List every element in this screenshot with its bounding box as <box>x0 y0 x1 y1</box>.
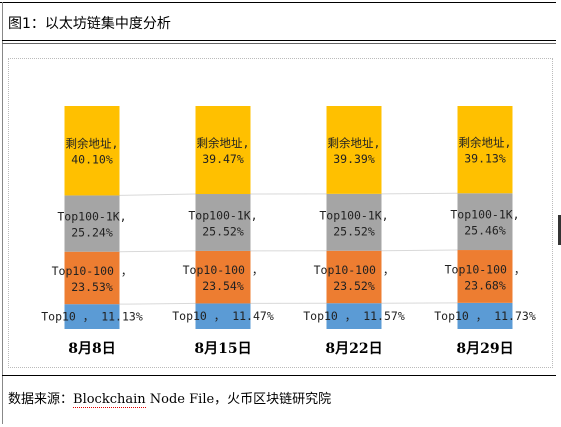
segment-value-label: 25.24% <box>71 226 113 240</box>
source-divider <box>2 375 556 376</box>
x-tick-label: 8月22日 <box>325 341 382 357</box>
series-connector-line <box>119 250 196 253</box>
segment-label: Top10 ， 11.73% <box>434 309 536 323</box>
segment-value-label: 25.46% <box>464 224 506 238</box>
scroll-marker <box>558 215 561 245</box>
bar-segment-Top10 <box>326 303 382 329</box>
segment-value-label: 39.47% <box>202 152 244 166</box>
bar-segment-剩余地址 <box>326 106 382 194</box>
bar-segment-Top100-1K <box>326 193 382 251</box>
segment-value-label: 39.13% <box>464 152 506 166</box>
series-connector-line <box>381 192 458 195</box>
segment-value-label: 23.68% <box>464 278 506 292</box>
segment-label: Top10 ， 11.47% <box>172 309 274 323</box>
segment-value-label: 23.53% <box>71 280 113 294</box>
source-underlined: Blockchain <box>73 392 146 408</box>
segment-label: 剩余地址, <box>66 137 119 151</box>
segment-label: Top100-1K, <box>450 208 519 222</box>
segment-label: Top100-1K, <box>319 208 388 222</box>
stacked-bar-chart: Top10 ， 11.13% Top10-100 ， 23.53% Top100-1K… <box>41 106 536 357</box>
bar-segment-Top100-1K <box>457 193 513 251</box>
top-border <box>0 2 556 3</box>
segment-label: 剩余地址, <box>328 136 381 150</box>
segment-label: Top10 ， 11.57% <box>303 309 405 323</box>
segment-label: 剩余地址, <box>459 136 512 150</box>
bar-segment-剩余地址 <box>457 106 513 194</box>
source-rest: Node File，火币区块链研究院 <box>145 392 332 407</box>
segment-value-label: 39.39% <box>333 152 375 166</box>
segment-label: Top10 ， 11.13% <box>41 310 143 324</box>
segment-label: 剩余地址, <box>197 136 250 150</box>
source-prefix: 数据来源： <box>8 392 74 407</box>
bar-segment-Top10-100 <box>457 250 513 303</box>
bar-segment-剩余地址 <box>195 106 251 195</box>
left-border <box>2 2 3 424</box>
segment-value-label: 25.52% <box>333 224 375 238</box>
bar-segment-Top10-100 <box>64 251 120 305</box>
bar-segment-Top100-1K <box>64 195 120 252</box>
figure-title: 图1：以太坊链集中度分析 <box>8 16 171 32</box>
x-tick-label: 8月15日 <box>194 341 251 357</box>
segment-value-label: 23.54% <box>202 279 244 293</box>
series-connector-line <box>119 193 196 196</box>
bar-segment-剩余地址 <box>64 106 120 196</box>
segment-value-label: 40.10% <box>71 153 113 167</box>
segment-label: Top10-100 ， <box>183 263 264 277</box>
series-connector-line <box>381 249 458 252</box>
x-tick-label: 8月29日 <box>456 341 513 357</box>
chart-area: Top10 ， 11.13% Top10-100 ， 23.53% Top100-1K… <box>8 58 553 368</box>
segment-value-label: 25.52% <box>202 224 244 238</box>
bar-segment-Top10 <box>457 302 513 329</box>
segment-label: Top10-100 ， <box>314 263 395 277</box>
segment-label: Top100-1K, <box>188 208 257 222</box>
source-note: 数据来源：Blockchain Node File，火币区块链研究院 <box>8 388 332 408</box>
x-tick-label: 8月8日 <box>68 341 115 357</box>
segment-label: Top10-100 ， <box>445 262 526 276</box>
bar-segment-Top10 <box>195 303 251 329</box>
bar-segment-Top10-100 <box>195 250 251 304</box>
title-divider-2 <box>2 43 556 44</box>
bar-segment-Top10 <box>64 304 120 329</box>
title-divider <box>2 40 556 41</box>
segment-label: Top10-100 ， <box>52 264 133 278</box>
segment-label: Top100-1K, <box>57 210 126 224</box>
bar-segment-Top10-100 <box>326 250 382 304</box>
bar-segment-Top100-1K <box>195 194 251 251</box>
segment-value-label: 23.52% <box>333 279 375 293</box>
series-connector-line <box>119 302 196 305</box>
